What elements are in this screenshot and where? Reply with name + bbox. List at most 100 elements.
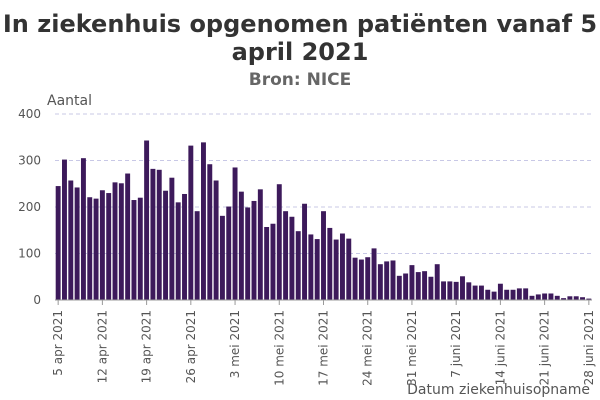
bar: [428, 276, 434, 300]
bar: [74, 187, 80, 300]
y-axis-title: Aantal: [47, 93, 92, 109]
bar: [150, 168, 156, 300]
bar: [510, 289, 516, 300]
bar: [55, 186, 61, 300]
bar: [251, 200, 257, 300]
bar: [270, 223, 276, 300]
y-tick-label: 400: [18, 107, 41, 121]
bar: [485, 289, 491, 300]
bar: [264, 226, 270, 300]
bar: [434, 264, 440, 300]
y-axis-ticks: 0 100 200 300 400: [18, 107, 41, 307]
chart-title: In ziekenhuis opgenomen patiënten vanaf …: [2, 10, 598, 66]
x-tick-label: 21 juni 2021: [538, 310, 552, 385]
x-tick-label: 26 apr 2021: [184, 310, 198, 383]
bar: [573, 296, 579, 300]
bar: [182, 193, 187, 300]
x-tick-label: 5 apr 2021: [51, 310, 65, 376]
x-axis-ticks: 5 apr 2021 12 apr 2021 19 apr 2021 26 apr 2…: [51, 300, 596, 386]
bar: [478, 285, 484, 300]
bar: [466, 282, 472, 300]
bar: [548, 293, 554, 300]
bar: [580, 297, 585, 300]
bar: [213, 180, 219, 300]
bar: [207, 164, 213, 300]
bar: [535, 294, 541, 300]
y-tick-label: 0: [33, 293, 41, 307]
bar: [232, 167, 238, 300]
x-axis-title: Datum ziekenhuisopname: [407, 382, 590, 398]
x-tick-label: 19 apr 2021: [140, 310, 154, 383]
bar: [87, 197, 93, 300]
y-tick-label: 300: [18, 154, 41, 168]
bar: [567, 296, 573, 300]
bar: [175, 202, 181, 300]
bar: [491, 291, 497, 300]
bar: [542, 293, 548, 300]
x-tick-label: 7 juni 2021: [449, 310, 463, 378]
x-tick-label: 14 juni 2021: [493, 310, 507, 385]
bar: [201, 142, 206, 300]
bar: [390, 260, 396, 300]
bar: [302, 203, 308, 300]
bar: [68, 180, 74, 300]
x-tick-label: 3 mei 2021: [228, 310, 242, 378]
bar: [472, 285, 478, 300]
bar: [422, 271, 428, 300]
bar: [415, 272, 421, 300]
bar: [99, 190, 105, 300]
y-tick-label: 200: [18, 200, 41, 214]
bar: [219, 215, 225, 300]
x-tick-label: 17 mei 2021: [317, 310, 331, 386]
bar: [131, 200, 137, 300]
x-tick-label: 24 mei 2021: [361, 310, 375, 386]
chart-subtitle: Bron: NICE: [248, 70, 352, 90]
bar: [169, 177, 175, 300]
bar: [289, 216, 295, 300]
bar: [106, 193, 112, 300]
x-tick-label: 28 juni 2021: [582, 310, 596, 385]
bar: [403, 273, 409, 300]
bar: [245, 207, 251, 300]
bar: [156, 169, 162, 300]
bar: [497, 283, 503, 300]
bar: [333, 239, 339, 300]
bar: [308, 234, 314, 300]
bar: [460, 276, 465, 300]
bar-series: [55, 140, 592, 300]
bar: [112, 182, 118, 300]
bar: [504, 289, 510, 300]
bar: [118, 183, 124, 300]
bar: [365, 257, 371, 300]
bar: [447, 281, 453, 300]
bar: [516, 288, 522, 300]
bar: [561, 298, 567, 300]
bar: [163, 190, 169, 300]
bar: [586, 298, 592, 300]
bar: [352, 257, 358, 300]
bar: [226, 206, 232, 300]
x-tick-label: 10 mei 2021: [272, 310, 286, 386]
bar: [137, 197, 143, 300]
bar: [283, 211, 289, 300]
bar: [384, 261, 390, 300]
bar: [321, 211, 326, 300]
bar: [194, 211, 200, 300]
bar: [80, 158, 86, 300]
bar: [295, 231, 301, 300]
bar: [396, 275, 402, 300]
bar: [377, 264, 383, 300]
y-tick-label: 100: [18, 247, 41, 261]
bar: [238, 191, 244, 300]
x-tick-label: 12 apr 2021: [95, 310, 109, 383]
bar: [529, 295, 535, 300]
bar: [371, 248, 377, 300]
bar: [62, 159, 67, 300]
x-tick-label: 31 mei 2021: [405, 310, 419, 386]
bar: [125, 173, 131, 300]
bar: [144, 140, 150, 300]
bar: [346, 238, 352, 300]
bar: [554, 295, 560, 300]
bar: [339, 233, 345, 300]
